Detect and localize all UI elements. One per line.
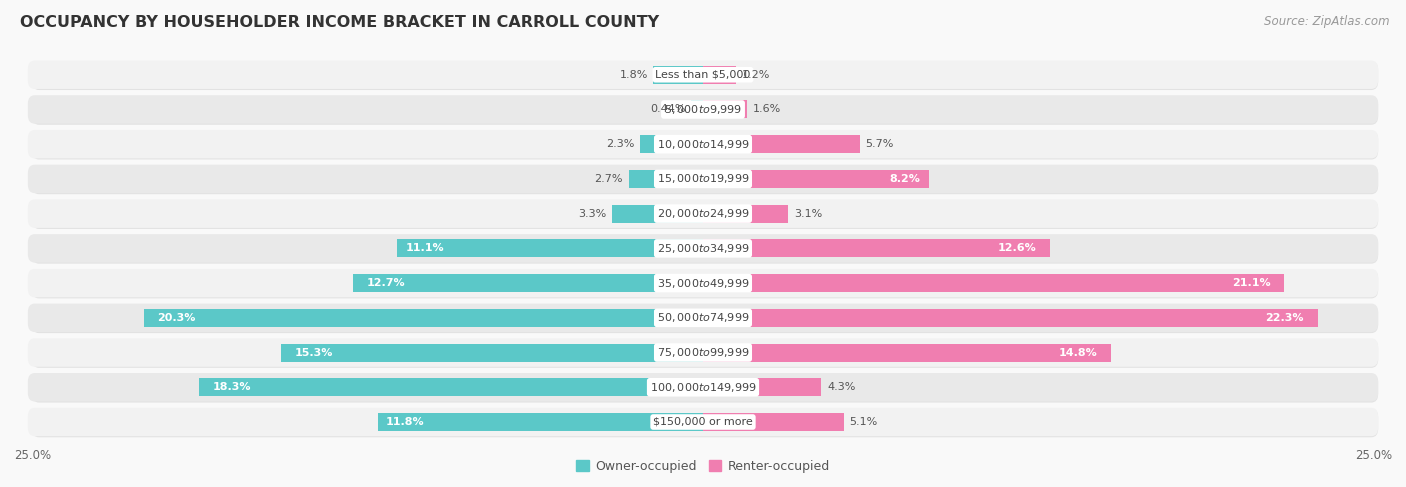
Text: 11.8%: 11.8% <box>387 417 425 427</box>
Text: $20,000 to $24,999: $20,000 to $24,999 <box>657 207 749 220</box>
FancyBboxPatch shape <box>32 235 1378 263</box>
FancyBboxPatch shape <box>28 234 1378 262</box>
FancyBboxPatch shape <box>32 270 1378 299</box>
FancyBboxPatch shape <box>32 409 1378 437</box>
Text: $35,000 to $49,999: $35,000 to $49,999 <box>657 277 749 290</box>
FancyBboxPatch shape <box>28 303 1378 332</box>
Bar <box>640 135 703 153</box>
Text: OCCUPANCY BY HOUSEHOLDER INCOME BRACKET IN CARROLL COUNTY: OCCUPANCY BY HOUSEHOLDER INCOME BRACKET … <box>20 15 659 30</box>
Text: 21.1%: 21.1% <box>1232 278 1271 288</box>
Text: Source: ZipAtlas.com: Source: ZipAtlas.com <box>1264 15 1389 28</box>
Text: $5,000 to $9,999: $5,000 to $9,999 <box>664 103 742 116</box>
Bar <box>281 343 703 361</box>
Bar <box>612 205 703 223</box>
FancyBboxPatch shape <box>28 199 1378 228</box>
Bar <box>703 66 737 84</box>
Text: Less than $5,000: Less than $5,000 <box>655 70 751 80</box>
Bar <box>143 309 703 327</box>
Text: 4.3%: 4.3% <box>827 382 855 392</box>
FancyBboxPatch shape <box>32 339 1378 368</box>
FancyBboxPatch shape <box>28 165 1378 193</box>
FancyBboxPatch shape <box>28 408 1378 436</box>
Text: 0.44%: 0.44% <box>650 105 685 114</box>
FancyBboxPatch shape <box>32 166 1378 194</box>
Text: 25.0%: 25.0% <box>1355 449 1392 462</box>
Legend: Owner-occupied, Renter-occupied: Owner-occupied, Renter-occupied <box>571 455 835 478</box>
Bar <box>198 378 703 396</box>
Text: 8.2%: 8.2% <box>890 174 921 184</box>
Text: 1.8%: 1.8% <box>620 70 648 80</box>
Text: $50,000 to $74,999: $50,000 to $74,999 <box>657 311 749 324</box>
FancyBboxPatch shape <box>32 305 1378 333</box>
FancyBboxPatch shape <box>28 60 1378 89</box>
Text: $150,000 or more: $150,000 or more <box>654 417 752 427</box>
Bar <box>703 413 844 431</box>
FancyBboxPatch shape <box>28 130 1378 158</box>
FancyBboxPatch shape <box>32 131 1378 159</box>
Text: 2.7%: 2.7% <box>595 174 623 184</box>
Text: 12.6%: 12.6% <box>998 244 1036 253</box>
Text: 14.8%: 14.8% <box>1059 348 1097 357</box>
Text: 22.3%: 22.3% <box>1265 313 1303 323</box>
FancyBboxPatch shape <box>32 374 1378 403</box>
Text: 5.1%: 5.1% <box>849 417 877 427</box>
Bar <box>654 66 703 84</box>
FancyBboxPatch shape <box>28 373 1378 401</box>
Bar <box>703 135 860 153</box>
Text: 3.1%: 3.1% <box>794 208 823 219</box>
Text: $25,000 to $34,999: $25,000 to $34,999 <box>657 242 749 255</box>
Text: 2.3%: 2.3% <box>606 139 634 149</box>
Bar <box>703 205 789 223</box>
Text: 12.7%: 12.7% <box>367 278 405 288</box>
Text: 1.6%: 1.6% <box>752 105 780 114</box>
Text: 5.7%: 5.7% <box>866 139 894 149</box>
Text: $15,000 to $19,999: $15,000 to $19,999 <box>657 172 749 186</box>
Bar <box>703 274 1285 292</box>
Bar <box>703 343 1111 361</box>
Bar <box>703 309 1317 327</box>
Bar <box>353 274 703 292</box>
Text: 18.3%: 18.3% <box>212 382 252 392</box>
FancyBboxPatch shape <box>32 96 1378 125</box>
Bar <box>690 100 703 118</box>
FancyBboxPatch shape <box>32 61 1378 90</box>
Text: 25.0%: 25.0% <box>14 449 51 462</box>
FancyBboxPatch shape <box>28 269 1378 298</box>
Bar <box>703 378 821 396</box>
Bar <box>703 100 747 118</box>
Text: $10,000 to $14,999: $10,000 to $14,999 <box>657 138 749 150</box>
FancyBboxPatch shape <box>32 201 1378 229</box>
Text: 20.3%: 20.3% <box>157 313 195 323</box>
Bar <box>378 413 703 431</box>
Text: 11.1%: 11.1% <box>405 244 444 253</box>
Bar <box>703 170 929 188</box>
FancyBboxPatch shape <box>28 338 1378 367</box>
Bar <box>703 239 1050 258</box>
Text: $75,000 to $99,999: $75,000 to $99,999 <box>657 346 749 359</box>
Text: 1.2%: 1.2% <box>741 70 770 80</box>
Text: $100,000 to $149,999: $100,000 to $149,999 <box>650 381 756 394</box>
Bar <box>396 239 703 258</box>
Text: 15.3%: 15.3% <box>295 348 333 357</box>
Bar <box>628 170 703 188</box>
Text: 3.3%: 3.3% <box>578 208 606 219</box>
FancyBboxPatch shape <box>28 95 1378 124</box>
